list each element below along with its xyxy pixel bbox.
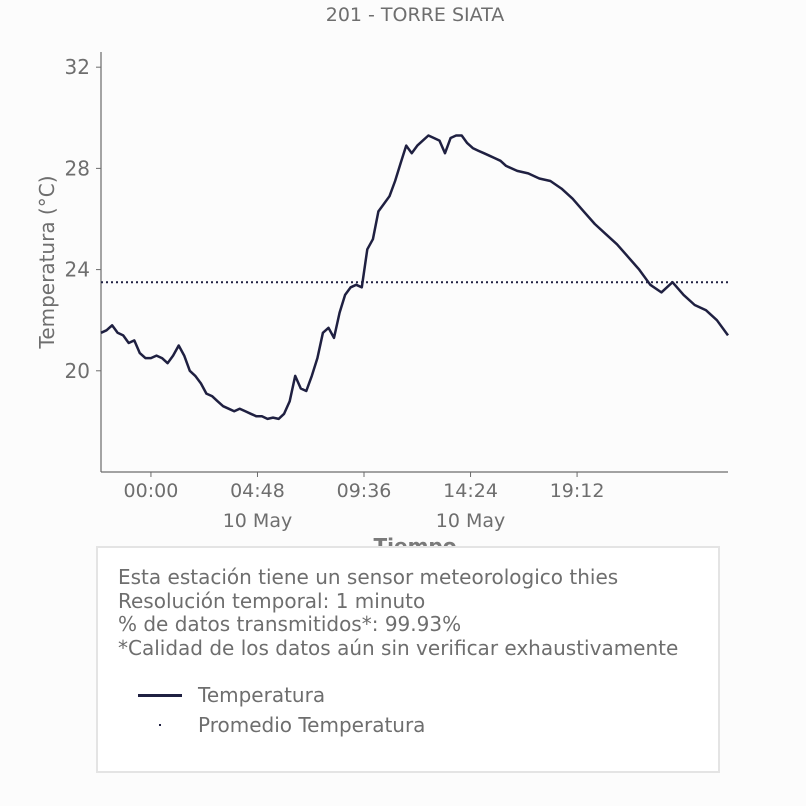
info-box: Esta estación tiene un sensor meteorolog…	[96, 546, 720, 773]
x-tick-label-1: 04:48	[230, 480, 285, 502]
x-tick-sublabel-1: 10 May	[223, 510, 293, 532]
info-text: Esta estación tiene un sensor meteorolog…	[118, 565, 679, 660]
info-line-sensor: Esta estación tiene un sensor meteorolog…	[118, 565, 619, 589]
x-tick-sublabel-3: 10 May	[436, 510, 506, 532]
x-tick-label-0: 00:00	[124, 480, 179, 502]
y-tick-label-20: 20	[65, 359, 90, 383]
legend: Temperatura Promedio Temperatura	[138, 680, 425, 740]
y-tick-label-24: 24	[65, 258, 90, 282]
info-line-resolution: Resolución temporal: 1 minuto	[118, 588, 426, 613]
chart-title: 201 - TORRE SIATA	[326, 4, 505, 26]
x-tick-label-3: 14:24	[443, 480, 498, 502]
info-line-transmitted: % de datos transmitidos*: 99.93%	[118, 612, 462, 636]
legend-item-temperatura: Temperatura	[138, 680, 425, 710]
temperature-series-line	[100, 134, 730, 421]
legend-label-temperatura: Temperatura	[198, 683, 326, 707]
y-axis-label: Temperatura (°C)	[35, 175, 59, 349]
info-line-quality-note: *Calidad de los datos aún sin verificar …	[118, 635, 679, 660]
legend-item-promedio: Promedio Temperatura	[138, 710, 425, 740]
legend-dot-swatch	[138, 710, 184, 740]
legend-label-promedio: Promedio Temperatura	[198, 713, 426, 737]
legend-line-swatch	[138, 680, 184, 710]
y-tick-label-28: 28	[65, 156, 90, 180]
y-tick-label-32: 32	[65, 55, 90, 79]
x-tick-label-2: 09:36	[337, 480, 392, 502]
x-tick-label-4: 19:12	[550, 480, 605, 502]
